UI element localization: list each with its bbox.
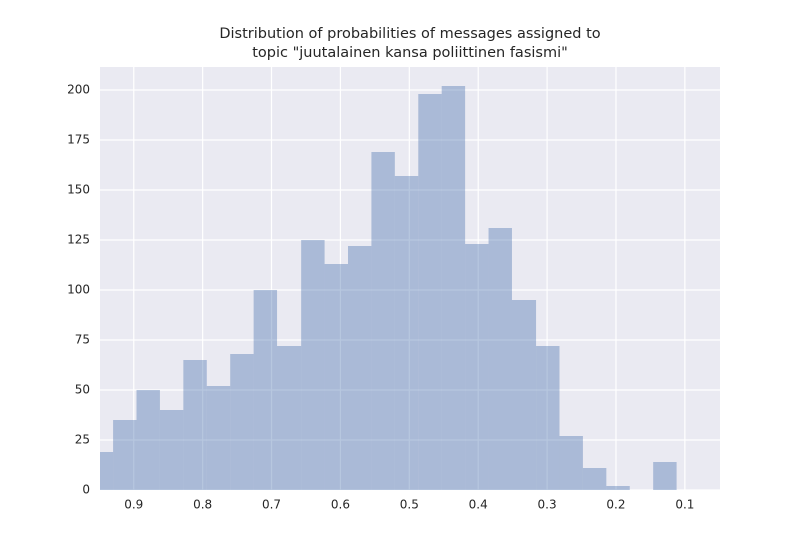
y-tick-label: 175 bbox=[67, 133, 90, 147]
bar bbox=[371, 152, 395, 490]
x-tick-label: 0.7 bbox=[262, 498, 281, 512]
bar bbox=[113, 420, 137, 490]
y-tick-label: 200 bbox=[67, 83, 90, 97]
plot-background bbox=[100, 67, 720, 490]
bars bbox=[100, 86, 677, 490]
bar bbox=[394, 176, 419, 490]
x-tick-label: 0.4 bbox=[469, 498, 488, 512]
x-tick-label: 0.3 bbox=[538, 498, 557, 512]
bar bbox=[136, 390, 160, 490]
y-tick-label: 125 bbox=[67, 233, 90, 247]
bar bbox=[606, 486, 630, 490]
bar bbox=[206, 386, 231, 490]
chart-title: Distribution of probabilities of message… bbox=[219, 26, 600, 42]
bar bbox=[418, 94, 442, 490]
y-tick-label: 100 bbox=[67, 283, 90, 297]
bar bbox=[324, 264, 348, 490]
bar bbox=[582, 468, 607, 490]
bar bbox=[100, 452, 114, 490]
y-tick-label: 25 bbox=[75, 433, 90, 447]
bar bbox=[183, 360, 207, 490]
bar bbox=[653, 462, 677, 490]
x-tick-label: 0.2 bbox=[606, 498, 625, 512]
bar bbox=[277, 346, 302, 490]
y-tick-label: 0 bbox=[82, 483, 90, 497]
bar bbox=[511, 300, 537, 490]
y-tick-label: 150 bbox=[67, 183, 90, 197]
bar bbox=[348, 246, 372, 490]
bar bbox=[159, 410, 184, 490]
bar bbox=[230, 354, 254, 490]
grid bbox=[100, 67, 720, 491]
bar bbox=[441, 86, 466, 490]
y-tick-label: 50 bbox=[75, 383, 90, 397]
x-tick-label: 0.9 bbox=[124, 498, 143, 512]
bar bbox=[465, 244, 489, 490]
bar bbox=[301, 240, 325, 490]
bar bbox=[536, 346, 560, 490]
x-tick-label: 0.6 bbox=[331, 498, 350, 512]
bar bbox=[488, 228, 512, 490]
x-tick-label: 0.8 bbox=[193, 498, 212, 512]
x-tick-label: 0.5 bbox=[400, 498, 419, 512]
bar bbox=[253, 290, 278, 490]
x-tick-label: 0.1 bbox=[675, 498, 694, 512]
y-tick-label: 75 bbox=[75, 333, 90, 347]
chart-title: topic "juutalainen kansa poliittinen fas… bbox=[252, 45, 568, 61]
bar bbox=[559, 436, 583, 490]
